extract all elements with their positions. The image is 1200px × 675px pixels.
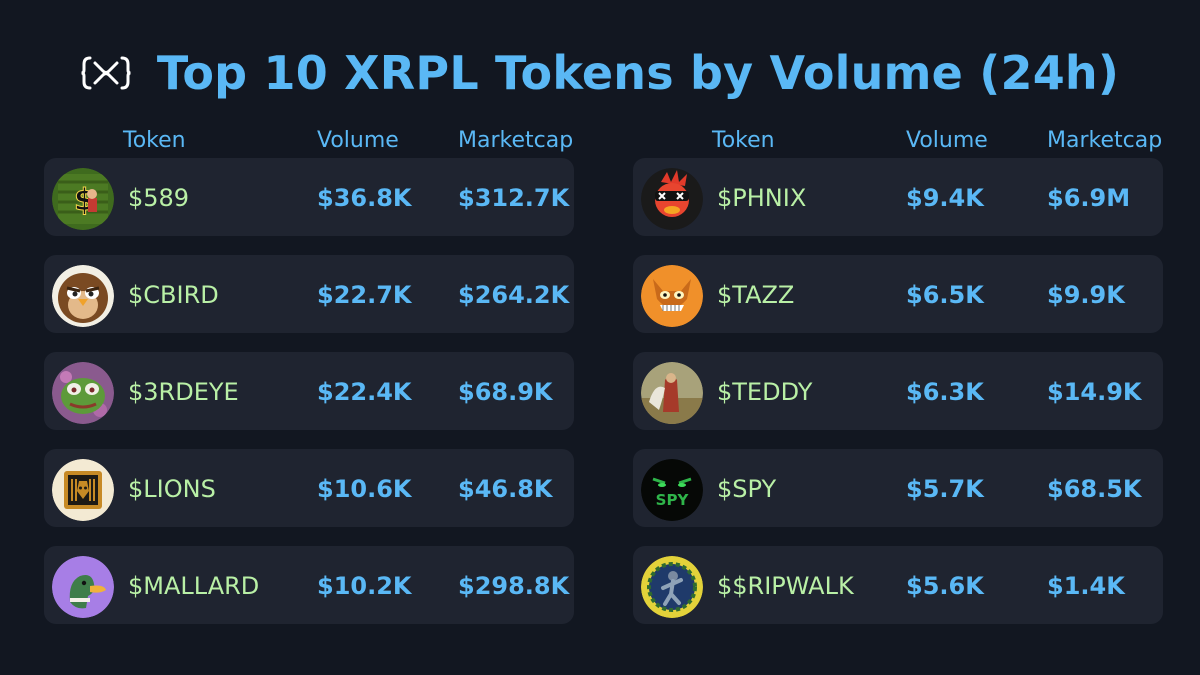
token-marketcap: $312.7K (458, 184, 570, 212)
token-volume: $22.4K (317, 378, 412, 406)
token-volume: $22.7K (317, 281, 412, 309)
left-column-headers: Token Volume Marketcap (44, 128, 604, 158)
token-row[interactable]: $MALLARD $10.2K $298.8K (44, 546, 574, 624)
column-header-volume: Volume (906, 128, 988, 153)
3rdeye-token-avatar-icon (52, 362, 114, 424)
right-token-list: $PHNIX $9.4K $6.9M $TAZZ $6.5K $9.9K $TE… (633, 158, 1163, 643)
token-name: $3RDEYE (128, 378, 239, 406)
token-name: $589 (128, 184, 190, 212)
left-token-list: $ $589 $36.8K $312.7K $CBIRD $22.7K $264… (44, 158, 574, 643)
token-volume: $5.6K (906, 572, 984, 600)
token-row[interactable]: $3RDEYE $22.4K $68.9K (44, 352, 574, 430)
column-header-volume: Volume (317, 128, 399, 153)
589-token-avatar-icon: $ (52, 168, 114, 230)
token-row[interactable]: $CBIRD $22.7K $264.2K (44, 255, 574, 333)
column-header-token: Token (712, 128, 775, 153)
header: Top 10 XRPL Tokens by Volume (24h) (0, 38, 1200, 108)
token-marketcap: $9.9K (1047, 281, 1125, 309)
token-name: $SPY (717, 475, 777, 503)
ripwalk-token-avatar-icon (641, 556, 703, 618)
lions-token-avatar-icon (52, 459, 114, 521)
right-column-headers: Token Volume Marketcap (633, 128, 1193, 158)
spy-token-avatar-icon: SPY (641, 459, 703, 521)
token-volume: $9.4K (906, 184, 984, 212)
token-volume: $10.2K (317, 572, 412, 600)
column-header-marketcap: Marketcap (458, 128, 574, 153)
token-marketcap: $68.9K (458, 378, 553, 406)
token-row[interactable]: $LIONS $10.6K $46.8K (44, 449, 574, 527)
token-volume: $6.5K (906, 281, 984, 309)
token-row[interactable]: $$RIPWALK $5.6K $1.4K (633, 546, 1163, 624)
token-marketcap: $14.9K (1047, 378, 1142, 406)
token-row[interactable]: $TEDDY $6.3K $14.9K (633, 352, 1163, 430)
token-row[interactable]: $ $589 $36.8K $312.7K (44, 158, 574, 236)
token-marketcap: $264.2K (458, 281, 570, 309)
token-row[interactable]: $TAZZ $6.5K $9.9K (633, 255, 1163, 333)
token-row[interactable]: SPY $SPY $5.7K $68.5K (633, 449, 1163, 527)
token-name: $TAZZ (717, 281, 795, 309)
token-marketcap: $1.4K (1047, 572, 1125, 600)
tazz-token-avatar-icon (641, 265, 703, 327)
column-header-token: Token (123, 128, 186, 153)
token-name: $$RIPWALK (717, 572, 854, 600)
token-name: $LIONS (128, 475, 216, 503)
token-name: $PHNIX (717, 184, 807, 212)
mallard-token-avatar-icon (52, 556, 114, 618)
spy-avatar-text: SPY (656, 491, 690, 509)
token-volume: $6.3K (906, 378, 984, 406)
token-name: $MALLARD (128, 572, 260, 600)
column-header-marketcap: Marketcap (1047, 128, 1163, 153)
token-volume: $36.8K (317, 184, 412, 212)
teddy-token-avatar-icon (641, 362, 703, 424)
token-marketcap: $6.9M (1047, 184, 1131, 212)
token-name: $CBIRD (128, 281, 219, 309)
phnix-token-avatar-icon (641, 168, 703, 230)
token-marketcap: $68.5K (1047, 475, 1142, 503)
token-volume: $5.7K (906, 475, 984, 503)
token-volume: $10.6K (317, 475, 412, 503)
token-marketcap: $46.8K (458, 475, 553, 503)
token-name: $TEDDY (717, 378, 813, 406)
cbird-token-avatar-icon (52, 265, 114, 327)
xrpl-logo-icon (81, 56, 131, 90)
token-row[interactable]: $PHNIX $9.4K $6.9M (633, 158, 1163, 236)
page-title: Top 10 XRPL Tokens by Volume (24h) (156, 46, 1120, 100)
token-marketcap: $298.8K (458, 572, 570, 600)
